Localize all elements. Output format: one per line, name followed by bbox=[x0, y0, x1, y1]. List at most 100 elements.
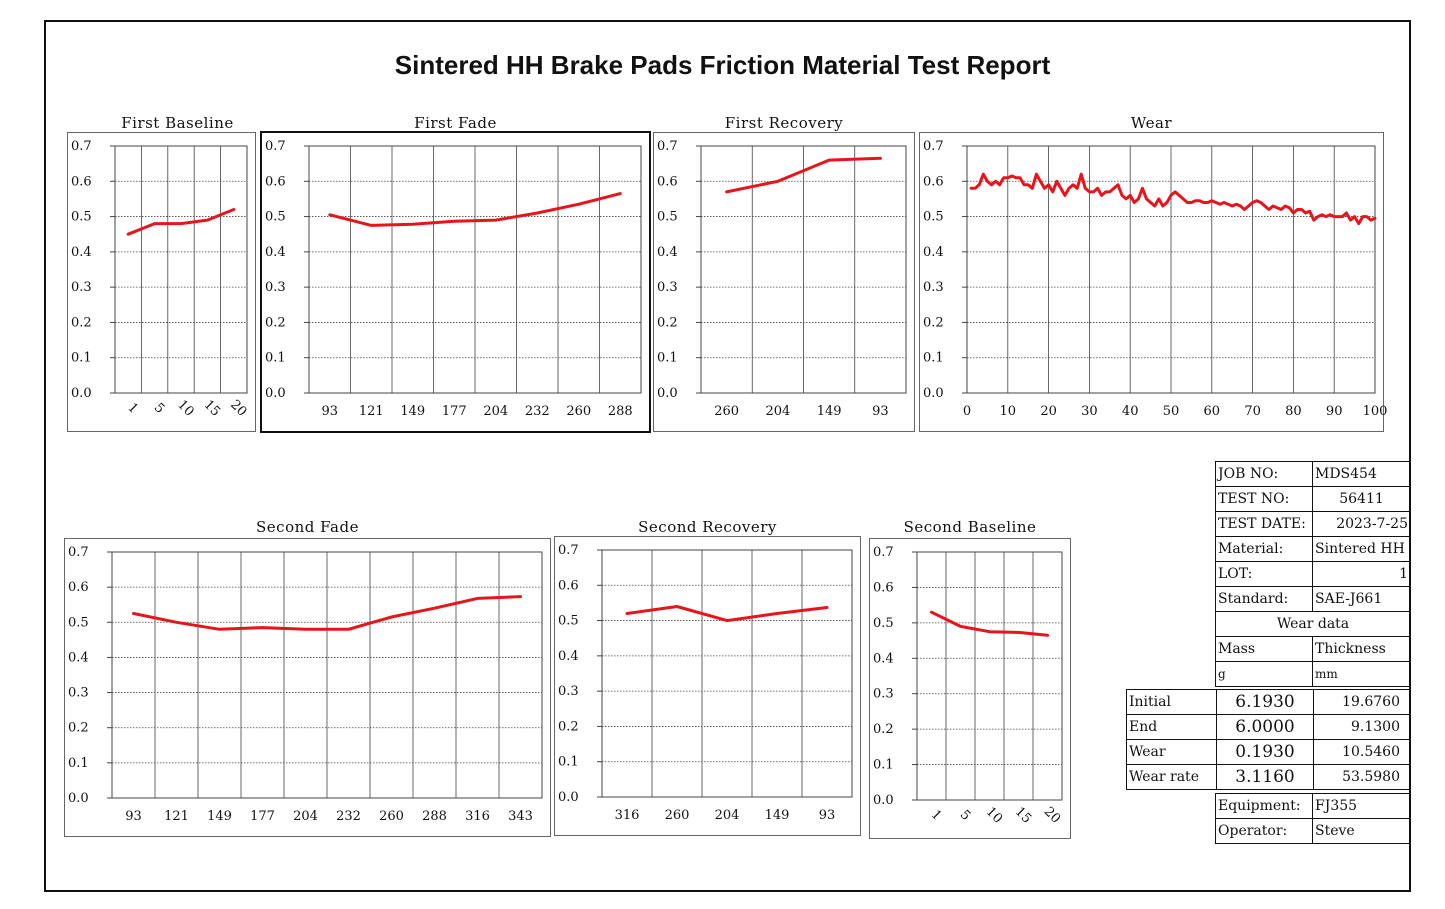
series-line bbox=[930, 610, 1049, 637]
chart-second-fade: 0.7 0.6 0.5 0.4 0.3 0.2 0.1 0.0 93 121 149 177 204 23… bbox=[64, 538, 551, 837]
wear-header-row: Mass Thickness bbox=[1215, 636, 1411, 662]
y-tick-label: 0.4 bbox=[923, 245, 944, 260]
x-tick-label: 232 bbox=[525, 404, 550, 419]
x-tick-label: 149 bbox=[765, 808, 790, 823]
thickness-label: Thickness bbox=[1312, 636, 1411, 662]
x-tick-label: 343 bbox=[508, 809, 533, 824]
equipment-value: FJ355 bbox=[1312, 793, 1411, 819]
wear-row-wear: Wear 0.1930 10.5460 bbox=[1126, 739, 1411, 765]
y-tick-label: 0.1 bbox=[558, 755, 579, 770]
test-info-table: JOB NO: MDS454 TEST NO: 56411 TEST DATE:… bbox=[1215, 461, 1411, 687]
x-tick-label: 30 bbox=[1081, 404, 1098, 419]
thickness-unit: mm bbox=[1312, 661, 1411, 687]
wear-row-thickness: 19.6760 bbox=[1313, 689, 1411, 715]
y-tick-label: 0.1 bbox=[873, 758, 894, 773]
plot-area bbox=[601, 549, 853, 798]
x-tick-label: 177 bbox=[442, 404, 467, 419]
wear-data-row: Wear data bbox=[1215, 611, 1411, 637]
lot-row: LOT: 1 bbox=[1215, 561, 1411, 587]
material-label: Material: bbox=[1215, 536, 1313, 562]
x-tick-label: 204 bbox=[765, 404, 790, 419]
y-tick-label: 0.1 bbox=[265, 351, 286, 366]
chart-title-second-recovery: Second Recovery bbox=[638, 518, 777, 536]
y-tick-label: 0.2 bbox=[873, 722, 894, 737]
x-tick-label: 121 bbox=[164, 809, 189, 824]
x-tick-label: 60 bbox=[1204, 404, 1221, 419]
test-no-row: TEST NO: 56411 bbox=[1215, 486, 1411, 512]
y-tick-label: 0.6 bbox=[657, 174, 678, 189]
wear-row-thickness: 53.5980 bbox=[1313, 764, 1411, 790]
y-tick-label: 0.7 bbox=[657, 139, 678, 154]
operator-label: Operator: bbox=[1215, 818, 1313, 844]
job-no-row: JOB NO: MDS454 bbox=[1215, 461, 1411, 487]
material-value: Sintered HH bbox=[1312, 536, 1411, 562]
chart-second-baseline: 0.7 0.6 0.5 0.4 0.3 0.2 0.1 0.0 1 5 10 15 20 bbox=[869, 538, 1071, 839]
wear-row-thickness: 10.5460 bbox=[1313, 739, 1411, 765]
y-tick-label: 0.4 bbox=[657, 245, 678, 260]
y-tick-label: 0.0 bbox=[558, 790, 579, 805]
y-tick-label: 0.3 bbox=[873, 687, 894, 702]
test-no-label: TEST NO: bbox=[1215, 486, 1313, 512]
x-tick-label: 316 bbox=[615, 808, 640, 823]
x-tick-label: 5 bbox=[151, 400, 167, 416]
x-tick-label: 232 bbox=[336, 809, 361, 824]
wear-row-mass: 6.1930 bbox=[1216, 689, 1314, 715]
y-tick-label: 0.4 bbox=[873, 651, 894, 666]
y-tick-label: 0.2 bbox=[265, 315, 286, 330]
x-tick-label: 40 bbox=[1122, 404, 1139, 419]
y-tick-label: 0.0 bbox=[68, 791, 89, 806]
y-tick-label: 0.5 bbox=[923, 210, 944, 225]
y-tick-label: 0.7 bbox=[68, 545, 89, 560]
operator-row: Operator: Steve bbox=[1215, 818, 1411, 844]
chart-second-recovery: 0.7 0.6 0.5 0.4 0.3 0.2 0.1 0.0 316 260 204 149 93 bbox=[554, 536, 861, 836]
x-tick-label: 20 bbox=[1040, 404, 1057, 419]
x-tick-label: 204 bbox=[715, 808, 740, 823]
wear-row-mass: 0.1930 bbox=[1216, 739, 1314, 765]
y-tick-label: 0.2 bbox=[657, 315, 678, 330]
test-date-row: TEST DATE: 2023-7-25 bbox=[1215, 511, 1411, 537]
y-tick-label: 0.1 bbox=[71, 351, 92, 366]
chart-first-fade: 0.7 0.6 0.5 0.4 0.3 0.2 0.1 0.0 93 121 149 177 204 23… bbox=[260, 131, 651, 433]
x-tick-label: 1 bbox=[928, 807, 944, 823]
test-date-label: TEST DATE: bbox=[1215, 511, 1313, 537]
y-tick-label: 0.7 bbox=[923, 139, 944, 154]
y-tick-label: 0.0 bbox=[657, 386, 678, 401]
standard-row: Standard: SAE-J661 bbox=[1215, 586, 1411, 612]
y-tick-label: 0.6 bbox=[68, 580, 89, 595]
wear-row-label: Wear rate bbox=[1126, 764, 1217, 790]
material-row: Material: Sintered HH bbox=[1215, 536, 1411, 562]
chart-plot-svg: 0.7 0.6 0.5 0.4 0.3 0.2 0.1 0.0 93 121 149 177 204 23… bbox=[265, 139, 642, 419]
wear-data-label: Wear data bbox=[1215, 611, 1411, 637]
test-no-value: 56411 bbox=[1312, 486, 1411, 512]
y-tick-label: 0.6 bbox=[71, 174, 92, 189]
x-tick-label: 260 bbox=[665, 808, 690, 823]
y-tick-label: 0.0 bbox=[71, 386, 92, 401]
lot-value: 1 bbox=[1312, 561, 1411, 587]
y-tick-label: 0.7 bbox=[558, 543, 579, 558]
y-tick-label: 0.7 bbox=[71, 139, 92, 154]
y-tick-label: 0.3 bbox=[265, 280, 286, 295]
x-tick-label: 93 bbox=[819, 808, 836, 823]
operator-value: Steve bbox=[1312, 818, 1411, 844]
chart-plot-svg: 0.7 0.6 0.5 0.4 0.3 0.2 0.1 0.0 0 10 20 30 40 50 60 70 8… bbox=[923, 139, 1387, 419]
lot-label: LOT: bbox=[1215, 561, 1313, 587]
x-tick-label: 80 bbox=[1285, 404, 1302, 419]
x-tick-label: 0 bbox=[963, 404, 971, 419]
x-tick-label: 15 bbox=[201, 397, 223, 419]
y-tick-label: 0.2 bbox=[68, 721, 89, 736]
x-tick-label: 15 bbox=[1012, 804, 1034, 826]
series-line bbox=[132, 595, 522, 631]
y-tick-label: 0.5 bbox=[265, 210, 286, 225]
y-tick-label: 0.4 bbox=[68, 650, 89, 665]
y-tick-label: 0.6 bbox=[265, 174, 286, 189]
equipment-label: Equipment: bbox=[1215, 793, 1313, 819]
y-tick-label: 0.1 bbox=[68, 756, 89, 771]
x-tick-label: 177 bbox=[250, 809, 275, 824]
wear-row-label: End bbox=[1126, 714, 1217, 740]
y-tick-label: 0.5 bbox=[657, 210, 678, 225]
x-tick-label: 100 bbox=[1363, 404, 1388, 419]
x-tick-label: 5 bbox=[957, 807, 973, 823]
y-tick-label: 0.2 bbox=[71, 315, 92, 330]
x-tick-label: 204 bbox=[483, 404, 508, 419]
wear-row-end: End 6.0000 9.1300 bbox=[1126, 714, 1411, 740]
